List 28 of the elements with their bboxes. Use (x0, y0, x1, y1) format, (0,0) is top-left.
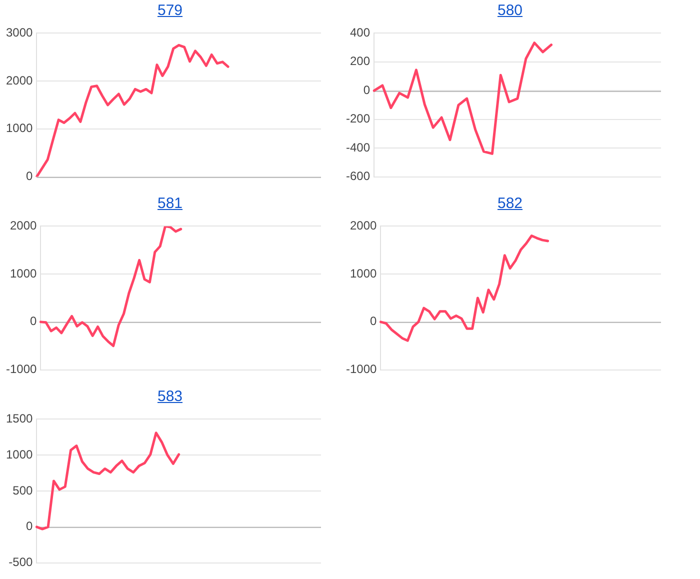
y-tick-label: 400 (350, 26, 370, 40)
chart-title: 582 (496, 195, 524, 212)
y-tick-label: -1000 (6, 362, 38, 376)
y-tick-label: -1000 (346, 362, 378, 376)
chart-title: 579 (156, 2, 184, 19)
y-tick-label: 0 (363, 82, 370, 97)
y-tick-label: 2000 (6, 73, 34, 88)
y-tick-label: 0 (370, 314, 378, 328)
y-tick-label: 500 (12, 483, 34, 498)
y-tick-label: 200 (350, 54, 370, 68)
y-tick-label: 1000 (6, 447, 34, 462)
y-tick-label: 2000 (350, 218, 378, 233)
y-tick-label: 1000 (6, 121, 34, 136)
y-tick-label: 0 (26, 519, 34, 534)
y-tick-label: -400 (346, 140, 370, 154)
y-tick-label: 1500 (6, 412, 34, 426)
y-tick-label: -200 (346, 112, 370, 126)
y-tick-label: 0 (26, 169, 34, 184)
y-tick-label: -500 (8, 555, 34, 570)
y-tick-label: -600 (346, 169, 370, 184)
y-tick-label: 1000 (350, 266, 378, 280)
y-tick-label: 3000 (6, 26, 34, 40)
chart-title: 583 (156, 388, 184, 405)
y-tick-label: 2000 (10, 218, 38, 233)
y-tick-label: 0 (30, 314, 38, 328)
chart-title: 580 (496, 2, 524, 19)
chart-title: 581 (156, 195, 184, 212)
y-tick-label: 1000 (10, 266, 38, 280)
